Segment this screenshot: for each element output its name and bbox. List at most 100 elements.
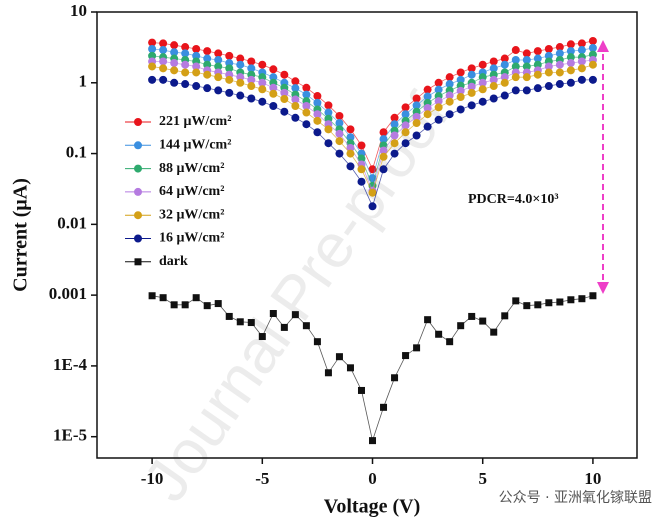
data-point bbox=[269, 310, 277, 318]
data-point bbox=[577, 64, 586, 73]
data-point bbox=[467, 64, 476, 73]
data-point bbox=[457, 322, 465, 330]
legend-marker bbox=[134, 234, 142, 243]
legend-label: 88 μW/cm² bbox=[159, 161, 224, 176]
series bbox=[148, 36, 597, 174]
data-point bbox=[456, 68, 465, 77]
data-point bbox=[534, 301, 542, 309]
data-point bbox=[214, 300, 222, 308]
data-point bbox=[192, 62, 201, 71]
data-point bbox=[379, 165, 388, 174]
data-point bbox=[159, 39, 168, 48]
data-point bbox=[401, 139, 410, 148]
data-point bbox=[258, 78, 267, 87]
data-point bbox=[324, 101, 333, 110]
x-tick-label: 0 bbox=[368, 469, 377, 488]
data-point bbox=[357, 165, 366, 174]
data-point bbox=[401, 128, 410, 137]
data-point bbox=[577, 57, 586, 66]
data-point bbox=[291, 84, 300, 93]
series bbox=[148, 75, 597, 211]
data-point bbox=[324, 108, 333, 117]
legend-marker bbox=[134, 258, 142, 266]
data-point bbox=[181, 60, 190, 69]
data-point bbox=[291, 113, 300, 122]
data-point bbox=[302, 101, 311, 110]
data-point bbox=[478, 85, 487, 94]
data-point bbox=[544, 82, 553, 91]
data-point bbox=[192, 294, 200, 302]
data-point bbox=[203, 47, 212, 56]
data-point bbox=[533, 70, 542, 79]
data-point bbox=[192, 51, 201, 60]
data-point bbox=[170, 301, 178, 309]
data-point bbox=[522, 62, 531, 71]
data-point bbox=[566, 47, 575, 56]
data-point bbox=[500, 60, 509, 69]
data-point bbox=[280, 70, 289, 79]
data-point bbox=[269, 83, 278, 92]
series bbox=[148, 292, 597, 445]
legend-marker bbox=[134, 141, 142, 150]
data-point bbox=[236, 60, 245, 69]
series bbox=[148, 55, 597, 195]
data-point bbox=[170, 78, 179, 87]
data-point bbox=[567, 296, 575, 304]
data-point bbox=[555, 80, 564, 89]
data-point bbox=[533, 60, 542, 69]
legend-label: 64 μW/cm² bbox=[159, 184, 224, 199]
data-point bbox=[214, 62, 223, 71]
data-point bbox=[258, 85, 267, 94]
data-point bbox=[324, 139, 333, 148]
data-point bbox=[258, 97, 267, 106]
data-point bbox=[555, 60, 564, 69]
data-point bbox=[401, 103, 410, 112]
data-point bbox=[214, 73, 223, 82]
data-point bbox=[159, 46, 168, 55]
data-point bbox=[247, 64, 256, 73]
data-point bbox=[523, 302, 531, 310]
y-tick-label: 1E-4 bbox=[53, 355, 88, 374]
data-point bbox=[445, 91, 454, 100]
data-point bbox=[203, 84, 212, 93]
legend-marker bbox=[134, 211, 142, 220]
data-point bbox=[203, 60, 212, 69]
data-point bbox=[390, 113, 399, 122]
data-point bbox=[390, 149, 399, 158]
data-point bbox=[335, 129, 344, 138]
data-point bbox=[566, 66, 575, 75]
data-point bbox=[170, 48, 179, 57]
data-point bbox=[313, 98, 322, 107]
data-point bbox=[170, 66, 179, 75]
data-point bbox=[489, 64, 498, 73]
data-point bbox=[170, 41, 179, 50]
data-point bbox=[588, 44, 597, 53]
data-point bbox=[346, 162, 355, 171]
data-point bbox=[368, 202, 377, 211]
data-point bbox=[258, 60, 267, 69]
data-point bbox=[390, 139, 399, 148]
data-point bbox=[247, 94, 256, 103]
data-point bbox=[346, 149, 355, 158]
data-point bbox=[478, 73, 487, 82]
data-point bbox=[522, 49, 531, 58]
data-point bbox=[291, 77, 300, 86]
data-point bbox=[225, 64, 234, 73]
legend-label: 32 μW/cm² bbox=[159, 207, 224, 222]
data-point bbox=[489, 57, 498, 66]
x-tick-label: -5 bbox=[255, 469, 269, 488]
data-point bbox=[236, 78, 245, 87]
data-point bbox=[236, 54, 245, 63]
data-point bbox=[478, 78, 487, 87]
data-point bbox=[512, 297, 520, 305]
y-tick-label: 0.01 bbox=[57, 213, 87, 232]
data-point bbox=[412, 131, 421, 140]
data-point bbox=[236, 318, 244, 326]
data-point bbox=[501, 312, 509, 320]
data-point bbox=[412, 112, 421, 121]
data-point bbox=[291, 101, 300, 110]
data-point bbox=[324, 369, 332, 377]
data-point bbox=[280, 107, 289, 116]
y-tick-label: 0.1 bbox=[66, 142, 87, 161]
data-point bbox=[148, 45, 157, 54]
